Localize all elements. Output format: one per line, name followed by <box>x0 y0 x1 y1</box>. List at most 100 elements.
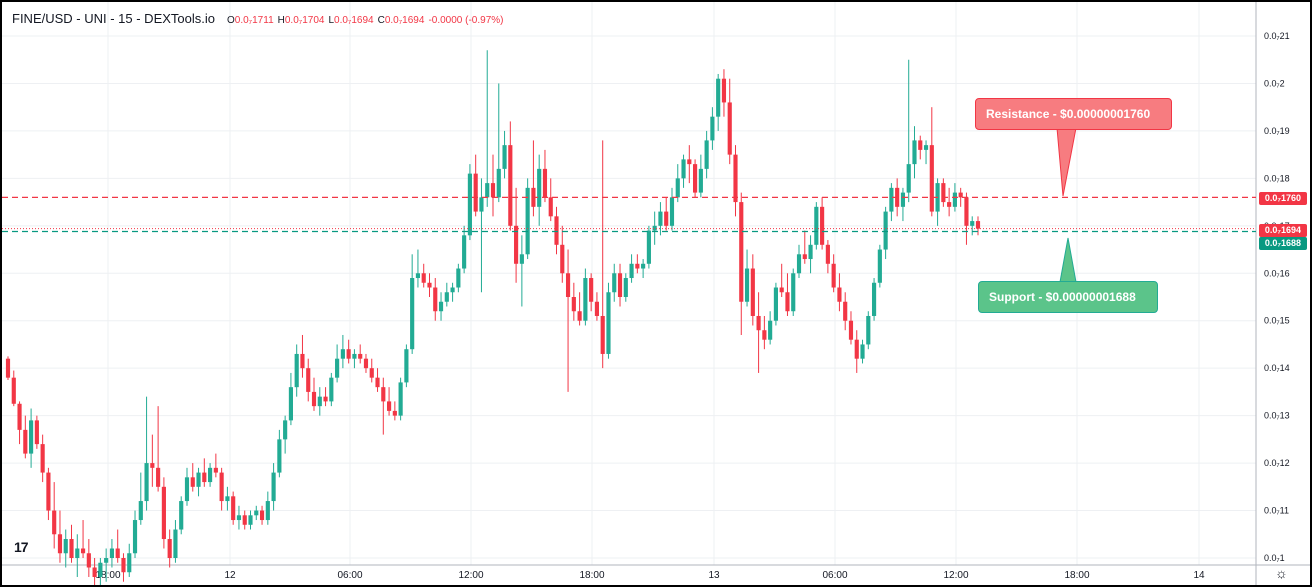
x-tick-label: 14 <box>1193 570 1205 581</box>
candle-body <box>358 353 363 359</box>
candle-body <box>236 515 242 521</box>
x-tick-label: 12:00 <box>943 570 968 581</box>
candle-body <box>346 349 351 359</box>
candle-body <box>11 377 16 404</box>
x-tick-label: 13 <box>708 570 720 581</box>
candle-body <box>150 463 155 468</box>
candle-body <box>831 263 836 288</box>
chart-header: FINE/USD - UNI - 15 - DEXTools.io O0.0₇1… <box>12 11 503 29</box>
last-price-tag: 0.0₇1694 <box>1259 224 1307 237</box>
candle-body <box>843 301 848 321</box>
candle-body <box>271 472 276 502</box>
candle-body <box>594 301 600 316</box>
tradingview-logo-icon[interactable]: 17 <box>14 539 29 555</box>
candle-body <box>352 353 357 359</box>
candle-body <box>242 515 247 525</box>
y-tick-label: 0.0₇13 <box>1264 411 1290 421</box>
candle-body <box>652 225 657 231</box>
candle-body <box>75 548 80 558</box>
candle-body <box>363 358 369 369</box>
x-tick-label: 18:00 <box>95 570 120 581</box>
candle-body <box>900 192 906 207</box>
candle-body <box>386 401 392 411</box>
candle-body <box>571 297 576 312</box>
candle-body <box>132 520 138 554</box>
x-tick-label: 12 <box>224 570 236 581</box>
candle-body <box>975 221 981 229</box>
candle-body <box>467 173 472 236</box>
candle-body <box>825 244 830 264</box>
candle-body <box>923 145 929 150</box>
candle-body <box>577 311 582 321</box>
candle-body <box>369 368 374 378</box>
x-tick-label: 18:00 <box>1064 570 1089 581</box>
candle-body <box>63 539 68 554</box>
candle-body <box>768 320 773 340</box>
candle-body <box>479 197 484 212</box>
support-price-tag: 0.0₇1688 <box>1259 237 1307 250</box>
candle-body <box>537 168 542 207</box>
candle-body <box>438 301 444 312</box>
candle-body <box>623 278 628 297</box>
candle-body <box>404 349 409 383</box>
gear-icon[interactable]: ☼ <box>1275 565 1288 581</box>
candle-body <box>548 197 553 217</box>
candle-body <box>941 183 946 203</box>
support-callout[interactable]: Support - $0.00000001688 <box>978 281 1158 313</box>
candle-body <box>109 548 115 558</box>
x-tick-label: 12:00 <box>458 570 483 581</box>
candle-body <box>929 145 934 212</box>
open-readout: O0.0₇1711 <box>227 15 274 26</box>
candle-body <box>179 501 184 530</box>
candle-body <box>138 501 143 521</box>
candle-body <box>34 420 39 445</box>
candle-body <box>762 330 767 340</box>
resistance-callout[interactable]: Resistance - $0.00000001760 <box>975 98 1172 130</box>
candle-body <box>121 558 126 573</box>
candle-body <box>958 192 963 198</box>
candle-body <box>259 510 265 521</box>
candle-body <box>785 292 790 312</box>
candle-body <box>433 287 438 312</box>
candle-body <box>462 235 467 269</box>
candle-body <box>202 472 207 483</box>
candle-body <box>156 467 161 487</box>
candle-body <box>739 202 744 302</box>
y-tick-label: 0.0₇11 <box>1264 506 1289 516</box>
candle-body <box>496 168 501 198</box>
candle-body <box>231 496 236 521</box>
candle-body <box>254 510 259 516</box>
candle-body <box>456 268 461 288</box>
candle-body <box>542 168 548 198</box>
candle-body <box>329 377 334 402</box>
candle-body <box>721 78 727 103</box>
candle-body <box>641 263 646 269</box>
candle-body <box>906 164 911 193</box>
candle-body <box>398 382 403 416</box>
candle-body <box>912 140 917 165</box>
candle-body <box>514 225 519 264</box>
candle-body <box>681 159 686 179</box>
candle-body <box>508 145 513 226</box>
candle-body <box>617 273 623 297</box>
candle-body <box>283 420 288 440</box>
candle-body <box>98 562 103 577</box>
candle-body <box>646 230 651 264</box>
candle-body <box>687 159 692 165</box>
y-tick-label: 0.0₇16 <box>1264 268 1290 278</box>
candle-body <box>196 472 201 487</box>
y-tick-label: 0.0₇12 <box>1264 458 1290 468</box>
candle-body <box>144 463 149 502</box>
candle-body <box>883 211 888 250</box>
candle-body <box>173 529 178 558</box>
candle-body <box>808 244 813 260</box>
candle-body <box>92 567 97 577</box>
candle-body <box>669 197 675 226</box>
resistance-price-tag: 0.0₇1760 <box>1259 192 1307 205</box>
y-tick-label: 0.0₇21 <box>1264 31 1290 41</box>
candle-body <box>866 315 871 345</box>
candle-body <box>519 254 524 264</box>
candle-body <box>485 183 490 198</box>
